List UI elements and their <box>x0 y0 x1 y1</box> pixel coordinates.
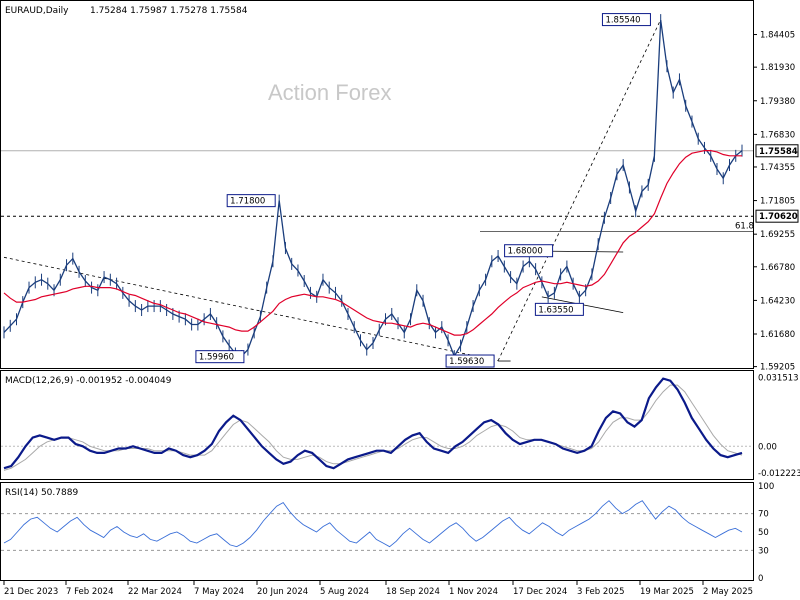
current-price-label: 1.75584 <box>759 147 798 157</box>
macd-title: MACD(12,26,9) -0.001952 -0.004049 <box>5 376 172 386</box>
price-tick-label: 1.61680 <box>760 330 795 340</box>
annotation-box <box>504 244 554 258</box>
watermark-text: Action Forex <box>268 80 392 105</box>
date-tick-label: 5 Aug 2024 <box>320 587 369 597</box>
annotation-box <box>445 354 495 368</box>
annotation-label: 1.59630 <box>449 357 484 367</box>
rally-trend-line <box>497 19 662 361</box>
price-guides: 61.8 <box>1 19 754 362</box>
price-tick-label: 1.74355 <box>760 163 795 173</box>
rsi-line <box>3 500 743 548</box>
price-series <box>3 14 743 363</box>
macd-series <box>3 377 743 471</box>
macd-tick-label: 0.00 <box>758 442 777 452</box>
annotation-label: 1.71800 <box>230 197 265 207</box>
level-box <box>755 209 799 223</box>
price-tick-label: 1.59205 <box>760 363 795 373</box>
price-axis: 1.84405 1.81930 1.79380 1.76830 1.74355 1.718… <box>753 31 799 373</box>
date-tick-label: 21 Dec 2023 <box>4 587 58 597</box>
rsi-tick-label: 0 <box>758 574 763 584</box>
date-tick-label: 20 Jun 2024 <box>257 587 308 597</box>
downtrend-line <box>3 256 499 362</box>
current-price-box <box>755 144 799 158</box>
price-tick-label: 1.66780 <box>760 263 795 273</box>
date-tick-label: 3 Feb 2025 <box>577 587 625 597</box>
date-tick-label: 1 Nov 2024 <box>449 587 498 597</box>
date-tick-label: 22 Mar 2024 <box>128 587 182 597</box>
price-tick-label: 1.84405 <box>760 31 795 41</box>
macd-tick-label: -0.012223 <box>758 469 800 479</box>
rsi-panel <box>0 482 754 581</box>
fib-label: 61.8 <box>735 222 754 232</box>
date-tick-label: 18 Sep 2024 <box>386 587 440 597</box>
rsi-tick-label: 100 <box>758 482 774 492</box>
annotation-label: 1.68000 <box>508 247 543 257</box>
price-tick-label: 1.64230 <box>760 296 795 306</box>
macd-line <box>3 377 743 470</box>
date-tick-label: 19 Mar 2025 <box>640 587 694 597</box>
macd-axis: 0.031513 0.00 -0.012223 <box>1 373 800 479</box>
rsi-series <box>3 500 743 548</box>
date-tick-label: 2 May 2025 <box>703 587 753 597</box>
annotation-box <box>601 13 651 27</box>
annotation-box <box>195 350 245 364</box>
price-tick-label: 1.81930 <box>760 63 795 73</box>
macd-panel <box>0 370 754 480</box>
date-axis: 21 Dec 2023 7 Feb 2024 22 Mar 2024 7 May 20… <box>3 581 753 597</box>
ohlc-label: 1.75284 1.75987 1.75278 1.75584 <box>90 6 248 16</box>
date-tick-label: 17 Dec 2024 <box>513 587 567 597</box>
price-tick-label: 1.76830 <box>760 130 795 140</box>
ma-line <box>3 150 742 336</box>
annotation-box <box>534 302 584 316</box>
level-label: 1.70620 <box>759 212 798 222</box>
rsi-tick-label: 30 <box>758 546 769 556</box>
macd-tick-label: 0.031513 <box>758 373 799 383</box>
rsi-axis: 100 70 50 30 0 <box>1 482 774 584</box>
price-tick-label: 1.71805 <box>760 197 795 207</box>
rsi-title: RSI(14) 50.7889 <box>5 488 78 498</box>
annotation-label: 1.63550 <box>538 305 573 315</box>
rsi-tick-label: 50 <box>758 528 769 538</box>
date-tick-label: 7 Feb 2024 <box>66 587 114 597</box>
annotation-box <box>226 194 276 208</box>
date-tick-label: 7 May 2024 <box>194 587 244 597</box>
annotation-label: 1.85540 <box>605 16 640 26</box>
swing-annotations: 1.85540 1.71800 1.68000 1.63550 1.59960 1.596… <box>195 13 651 368</box>
price-tick-label: 1.79380 <box>760 97 795 107</box>
annotation-label: 1.59960 <box>199 353 234 363</box>
rsi-tick-label: 70 <box>758 510 769 520</box>
price-panel <box>0 0 754 369</box>
price-tick-label: 1.69255 <box>760 230 795 240</box>
symbol-label: EURAUD,Daily <box>5 6 69 16</box>
